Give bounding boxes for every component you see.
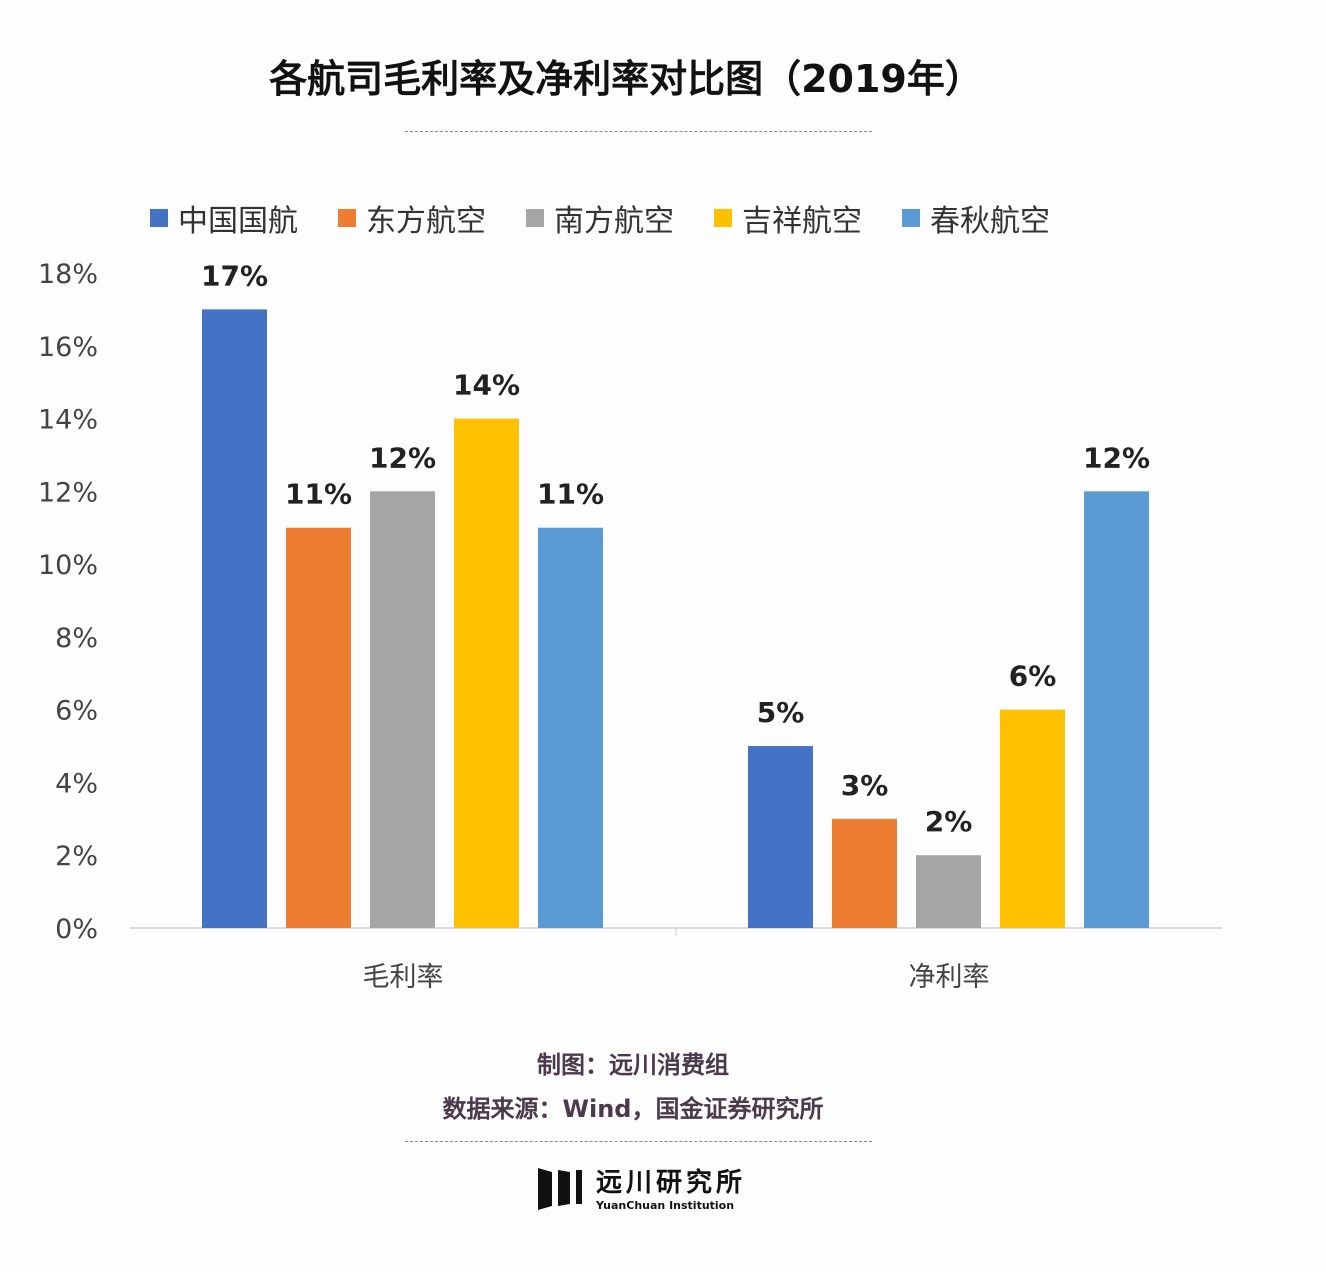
data-label: 12% (1083, 441, 1150, 474)
legend-item: 春秋航空 (902, 196, 1050, 240)
bar (1000, 709, 1065, 928)
legend-label: 东方航空 (366, 204, 486, 239)
bar (916, 855, 981, 928)
y-tick-label: 0% (55, 914, 98, 945)
bar (1084, 491, 1149, 928)
legend-label: 南方航空 (554, 204, 674, 239)
y-tick-label: 14% (38, 405, 98, 436)
legend-item: 南方航空 (526, 196, 674, 240)
bar (286, 527, 351, 928)
legend-label: 中国国航 (178, 204, 298, 239)
x-tick-label: 毛利率 (363, 962, 444, 993)
legend-item: 中国国航 (150, 196, 298, 240)
legend-swatch (526, 209, 544, 227)
legend-swatch (902, 209, 920, 227)
y-tick-label: 8% (55, 623, 98, 654)
legend: 中国国航 东方航空 南方航空 吉祥航空 春秋航空 (150, 196, 1050, 240)
logo-name: 远川研究所 (596, 1168, 747, 1198)
top-divider (405, 131, 872, 132)
data-label: 11% (285, 478, 352, 511)
y-tick-label: 18% (38, 259, 98, 290)
data-label: 2% (925, 805, 973, 838)
legend-item: 东方航空 (338, 196, 486, 240)
y-tick-label: 2% (55, 841, 98, 872)
data-label: 14% (453, 369, 520, 402)
bar (748, 746, 813, 928)
y-tick-label: 16% (38, 332, 98, 363)
bar (538, 527, 603, 928)
logo-mark-icon (538, 1168, 582, 1210)
data-label: 3% (841, 769, 889, 802)
x-tick-label: 净利率 (909, 962, 990, 993)
chart-title: 各航司毛利率及净利率对比图（2019年） (269, 57, 983, 101)
chart-credit: 制图：远川消费组 (537, 1051, 729, 1079)
bar (832, 818, 897, 928)
y-tick-label: 4% (55, 768, 98, 799)
legend-item: 吉祥航空 (714, 196, 862, 240)
bar (454, 418, 519, 928)
y-tick-label: 10% (38, 550, 98, 581)
bar (370, 491, 435, 928)
y-tick-label: 12% (38, 477, 98, 508)
legend-swatch (714, 209, 732, 227)
data-label: 6% (1009, 660, 1057, 693)
legend-label: 春秋航空 (930, 204, 1050, 239)
bar (202, 309, 267, 928)
data-label: 11% (537, 478, 604, 511)
data-source: 数据来源：Wind，国金证券研究所 (442, 1095, 824, 1123)
legend-swatch (150, 209, 168, 227)
legend-label: 吉祥航空 (742, 204, 862, 239)
bar-chart: 0% 2% 4% 6% 8% 10% 12% 14% 16% 18% 毛利率 17% 11% 12% 14%… (38, 259, 1222, 993)
y-tick-label: 6% (55, 696, 98, 727)
bottom-divider (405, 1141, 872, 1142)
legend-swatch (338, 209, 356, 227)
data-label: 12% (369, 441, 436, 474)
logo-name-en: YuanChuan Institution (596, 1199, 735, 1212)
data-label: 5% (757, 696, 805, 729)
logo: 远川研究所 YuanChuan Institution (536, 1162, 746, 1212)
data-label: 17% (201, 259, 268, 292)
